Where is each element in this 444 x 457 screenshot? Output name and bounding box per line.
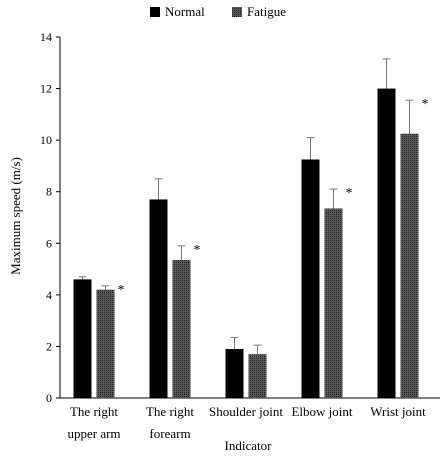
y-tick-label: 8: [46, 185, 52, 199]
x-tick-label: The right: [70, 404, 118, 419]
x-tick-label: forearm: [149, 426, 190, 441]
bar-fatigue: [400, 133, 419, 399]
significance-marker: *: [194, 243, 201, 258]
bar-normal: [149, 199, 168, 398]
axes: 0 2 4 6 8 10 12 14 The right upper arm The right fo…: [40, 30, 440, 441]
x-tick-label: Wrist joint: [370, 404, 426, 419]
y-tick-label: 12: [40, 82, 52, 96]
bar-normal: [377, 88, 396, 399]
legend: Normal Fatigue: [150, 4, 286, 19]
significance-marker: *: [118, 283, 125, 298]
bar-fatigue: [324, 208, 343, 398]
bar-normal: [301, 159, 320, 398]
significance-marker: *: [422, 97, 429, 112]
y-tick-label: 6: [46, 236, 52, 250]
legend-swatch-fatigue: [232, 7, 242, 17]
legend-swatch-normal: [150, 7, 160, 17]
y-tick-label: 4: [46, 288, 52, 302]
bar-normal: [73, 279, 92, 398]
bars: * * * *: [73, 58, 429, 399]
bar-normal: [225, 349, 244, 398]
y-tick-label: 10: [40, 133, 52, 147]
legend-label-fatigue: Fatigue: [247, 4, 286, 19]
y-tick-label: 2: [46, 339, 52, 353]
x-tick-label: Elbow joint: [291, 404, 352, 419]
legend-label-normal: Normal: [165, 4, 205, 19]
bar-fatigue: [248, 354, 267, 398]
y-tick-label: 14: [40, 30, 52, 44]
bar-fatigue: [96, 289, 115, 398]
y-axis-title: Maximum speed (m/s): [8, 157, 23, 275]
x-tick-label: upper arm: [67, 426, 120, 441]
y-tick-label: 0: [46, 391, 52, 405]
significance-marker: *: [346, 186, 353, 201]
x-axis-title: Indicator: [225, 438, 273, 453]
bar-fatigue: [172, 260, 191, 398]
x-tick-label: The right: [146, 404, 194, 419]
x-tick-label: Shoulder joint: [209, 404, 283, 419]
